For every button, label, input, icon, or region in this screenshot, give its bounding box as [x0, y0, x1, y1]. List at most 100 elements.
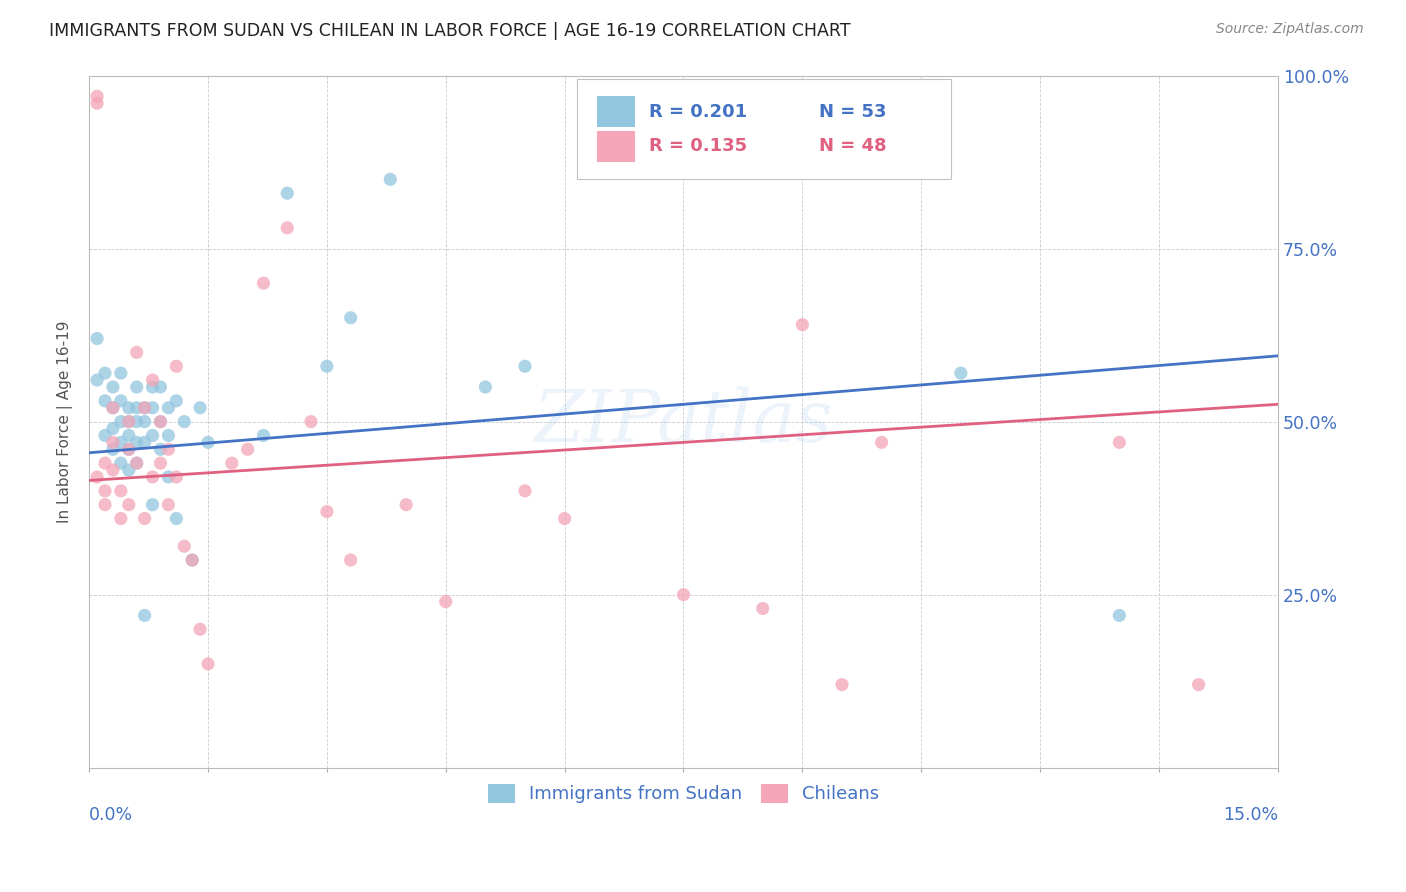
Point — [157, 428, 180, 442]
Point — [86, 96, 108, 111]
Point — [101, 463, 124, 477]
Point — [339, 553, 361, 567]
Point — [110, 366, 132, 380]
Point — [118, 463, 141, 477]
Point — [125, 435, 148, 450]
Point — [134, 401, 156, 415]
Point — [134, 435, 156, 450]
Point — [118, 442, 141, 457]
Point — [870, 435, 893, 450]
Point — [94, 366, 117, 380]
Point — [197, 657, 219, 671]
Point — [252, 428, 274, 442]
Point — [118, 428, 141, 442]
Point — [110, 393, 132, 408]
Text: N = 48: N = 48 — [820, 137, 887, 155]
Point — [181, 553, 204, 567]
FancyBboxPatch shape — [596, 130, 634, 161]
Point — [125, 456, 148, 470]
FancyBboxPatch shape — [596, 96, 634, 127]
Point — [101, 401, 124, 415]
Point — [118, 415, 141, 429]
Y-axis label: In Labor Force | Age 16-19: In Labor Force | Age 16-19 — [58, 320, 73, 523]
Point — [513, 483, 536, 498]
Point — [110, 511, 132, 525]
Point — [125, 345, 148, 359]
Point — [86, 470, 108, 484]
Point — [110, 456, 132, 470]
Point — [94, 428, 117, 442]
Point — [339, 310, 361, 325]
Point — [197, 435, 219, 450]
Point — [125, 380, 148, 394]
Point — [157, 498, 180, 512]
Point — [125, 401, 148, 415]
Point — [554, 511, 576, 525]
Point — [101, 442, 124, 457]
Point — [188, 401, 211, 415]
Point — [134, 511, 156, 525]
Point — [173, 415, 195, 429]
Point — [149, 380, 172, 394]
Point — [299, 415, 322, 429]
Point — [149, 442, 172, 457]
Point — [434, 594, 457, 608]
Text: R = 0.201: R = 0.201 — [650, 103, 747, 120]
Point — [513, 359, 536, 374]
FancyBboxPatch shape — [576, 79, 950, 179]
Point — [101, 380, 124, 394]
Point — [165, 511, 187, 525]
Point — [101, 401, 124, 415]
Point — [118, 401, 141, 415]
Point — [792, 318, 814, 332]
Point — [94, 456, 117, 470]
Point — [141, 401, 163, 415]
Text: ZIPatlas: ZIPatlas — [534, 386, 834, 457]
Point — [110, 483, 132, 498]
Point — [149, 456, 172, 470]
Point — [276, 186, 298, 201]
Point — [395, 498, 418, 512]
Point — [125, 415, 148, 429]
Point — [94, 393, 117, 408]
Point — [831, 678, 853, 692]
Point — [149, 415, 172, 429]
Text: 15.0%: 15.0% — [1223, 805, 1278, 824]
Point — [315, 359, 337, 374]
Point — [1108, 608, 1130, 623]
Point — [141, 470, 163, 484]
Legend: Immigrants from Sudan, Chileans: Immigrants from Sudan, Chileans — [481, 777, 886, 811]
Point — [110, 435, 132, 450]
Point — [94, 483, 117, 498]
Text: IMMIGRANTS FROM SUDAN VS CHILEAN IN LABOR FORCE | AGE 16-19 CORRELATION CHART: IMMIGRANTS FROM SUDAN VS CHILEAN IN LABO… — [49, 22, 851, 40]
Point — [157, 442, 180, 457]
Point — [134, 415, 156, 429]
Point — [1187, 678, 1209, 692]
Point — [751, 601, 773, 615]
Point — [165, 393, 187, 408]
Point — [118, 498, 141, 512]
Point — [149, 415, 172, 429]
Point — [173, 539, 195, 553]
Point — [252, 276, 274, 290]
Text: Source: ZipAtlas.com: Source: ZipAtlas.com — [1216, 22, 1364, 37]
Point — [101, 435, 124, 450]
Point — [94, 498, 117, 512]
Point — [86, 373, 108, 387]
Point — [315, 505, 337, 519]
Point — [1108, 435, 1130, 450]
Point — [157, 401, 180, 415]
Point — [86, 332, 108, 346]
Point — [949, 366, 972, 380]
Text: 0.0%: 0.0% — [89, 805, 134, 824]
Point — [672, 588, 695, 602]
Point — [101, 421, 124, 435]
Point — [134, 608, 156, 623]
Point — [86, 89, 108, 103]
Point — [141, 373, 163, 387]
Point — [221, 456, 243, 470]
Point — [474, 380, 496, 394]
Point — [141, 380, 163, 394]
Text: N = 53: N = 53 — [820, 103, 887, 120]
Point — [134, 401, 156, 415]
